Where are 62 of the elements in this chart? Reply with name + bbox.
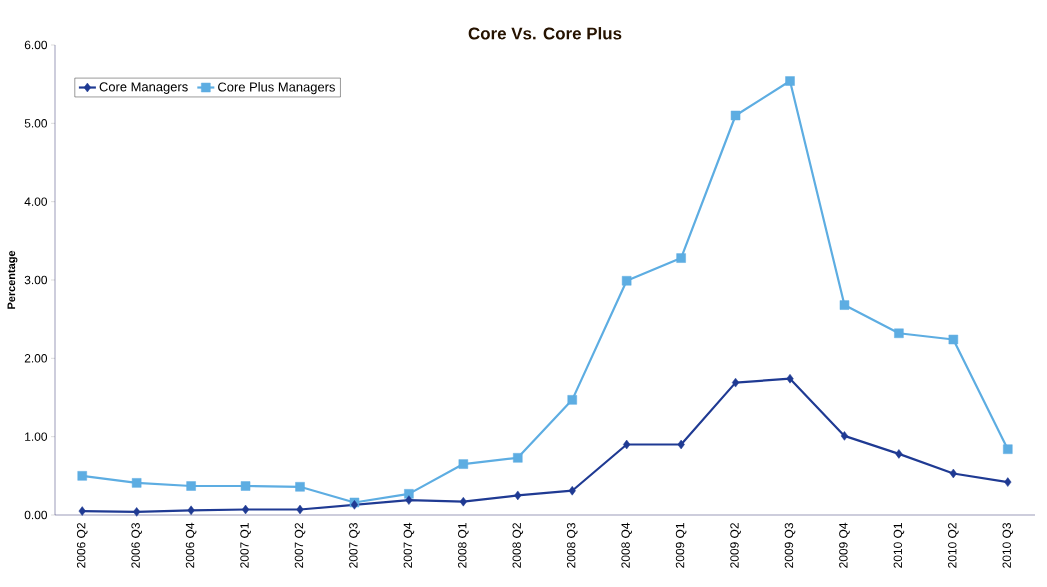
point <box>786 373 794 384</box>
point <box>459 496 467 507</box>
point <box>186 481 196 491</box>
point <box>514 490 522 501</box>
x-tick-label: 2008 Q4 <box>621 522 632 568</box>
point <box>1004 477 1012 487</box>
point <box>840 431 849 441</box>
point <box>296 504 304 515</box>
x-tick-label: 2008 Q1 <box>458 523 469 568</box>
point <box>513 453 523 463</box>
point <box>241 504 250 515</box>
point <box>677 439 685 450</box>
point <box>131 478 142 488</box>
x-tick-label: 2009 Q2 <box>730 523 741 568</box>
point <box>295 482 305 492</box>
x-tick-label: 2006 Q2 <box>76 523 88 568</box>
x-tick-label: 2007 Q3 <box>349 523 360 568</box>
x-tick-label: 2010 Q2 <box>948 523 959 568</box>
y-tick-label: 0.00 <box>24 510 48 520</box>
x-tick-label: 2010 Q1 <box>893 523 905 568</box>
x-tick-label: 2008 Q2 <box>512 523 524 568</box>
legend-label: Core Managers <box>99 82 188 94</box>
point <box>405 495 413 505</box>
point <box>187 505 195 516</box>
x-tick-label: 2007 Q1 <box>240 523 251 568</box>
point <box>894 328 904 338</box>
x-tick-label: 2006 Q3 <box>131 523 142 568</box>
x-tick-label: 2009 Q3 <box>784 523 796 568</box>
point <box>133 507 141 517</box>
y-tick-label: 6.00 <box>24 40 48 50</box>
x-tick-label: 2007 Q4 <box>403 522 415 568</box>
y-tick-label: 4.00 <box>24 197 48 206</box>
x-tick-label: 2009 Q4 <box>839 522 850 568</box>
point <box>78 506 86 516</box>
point <box>567 395 577 405</box>
x-tick-label: 2006 Q4 <box>185 522 197 568</box>
point <box>730 110 741 121</box>
point <box>895 449 903 459</box>
y-tick-label: 2.00 <box>24 354 48 363</box>
point <box>676 253 686 263</box>
point <box>731 377 740 388</box>
y-tick-label: 1.00 <box>25 432 48 441</box>
point <box>839 300 850 310</box>
point <box>948 334 959 345</box>
point <box>77 471 87 481</box>
x-tick-label: 2010 Q3 <box>1002 523 1014 568</box>
legend-label: Core Plus Managers <box>218 82 335 95</box>
chart-title: Core Vs. Core Plus <box>468 27 622 40</box>
point <box>458 459 469 469</box>
point <box>240 481 251 491</box>
x-tick-label: 2009 Q1 <box>675 523 687 568</box>
point <box>621 276 632 286</box>
x-tick-label: 2007 Q2 <box>294 523 306 568</box>
point <box>1003 444 1013 454</box>
y-tick-label: 3.00 <box>24 275 48 285</box>
point <box>623 439 631 450</box>
point <box>785 76 795 86</box>
point <box>568 485 576 496</box>
y-tick-label: 5.00 <box>24 119 48 128</box>
y-axis-title: Percentage <box>7 250 18 309</box>
x-tick-label: 2008 Q3 <box>566 523 578 568</box>
point <box>949 468 957 479</box>
